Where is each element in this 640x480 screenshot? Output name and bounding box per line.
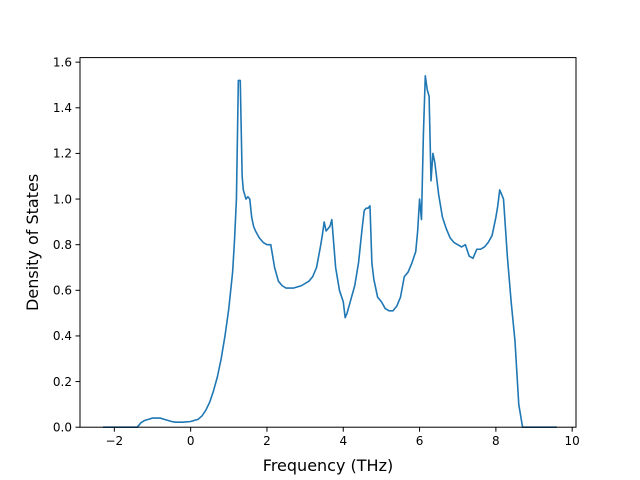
y-tick-label: 1.2: [53, 147, 72, 161]
plot-frame: [79, 57, 577, 428]
x-axis-title: Frequency (THz): [263, 456, 393, 475]
x-tick-label: 0: [187, 434, 195, 448]
y-tick-label: 0.0: [53, 421, 72, 435]
x-tick-label: 6: [416, 434, 424, 448]
x-tick-label: −2: [105, 434, 123, 448]
y-tick-label: 1.0: [53, 192, 72, 206]
y-axis: 0.0 0.2 0.4 0.6 0.8 1.0 1.2 1.4 1.6: [53, 55, 80, 435]
y-tick-label: 1.4: [53, 101, 72, 115]
y-tick-label: 0.8: [53, 238, 72, 252]
y-tick-label: 0.2: [53, 375, 72, 389]
x-tick-label: 8: [492, 434, 500, 448]
y-tick-label: 0.6: [53, 284, 72, 298]
x-tick-label: 4: [339, 434, 347, 448]
x-tick-label: 2: [263, 434, 271, 448]
x-tick-label: 10: [565, 434, 580, 448]
x-axis: −2 0 2 4 6 8 10: [105, 427, 580, 448]
y-tick-label: 0.4: [53, 329, 72, 343]
dos-series-line: [102, 75, 557, 429]
y-tick-label: 1.6: [53, 55, 72, 69]
y-axis-title: Density of States: [23, 174, 42, 311]
